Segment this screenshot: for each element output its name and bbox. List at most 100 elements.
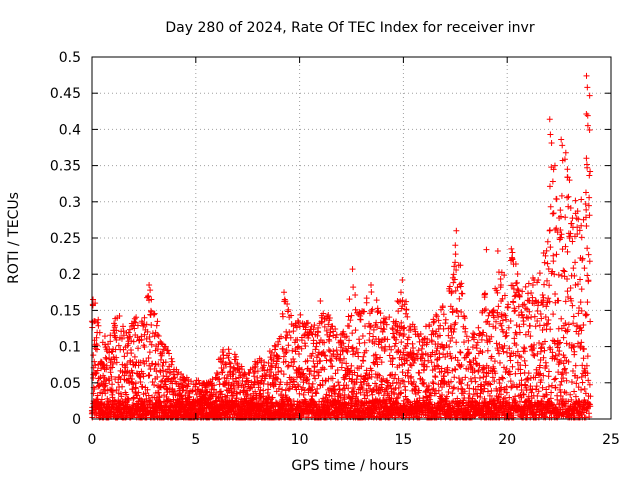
- data-point: [275, 341, 282, 348]
- data-point: [146, 349, 153, 356]
- y-tick-label: 0.45: [50, 86, 81, 102]
- data-point: [140, 322, 147, 329]
- y-tick-label: 0.3: [59, 195, 81, 211]
- data-point: [275, 364, 282, 371]
- data-point: [268, 369, 275, 376]
- data-point: [113, 337, 120, 344]
- data-point: [93, 370, 100, 377]
- data-point: [231, 365, 238, 372]
- data-point: [295, 383, 302, 390]
- data-point: [300, 370, 307, 377]
- data-point: [108, 373, 115, 380]
- data-point: [300, 391, 307, 398]
- data-point: [131, 318, 138, 325]
- data-point: [220, 346, 227, 353]
- data-point: [283, 347, 290, 354]
- data-point: [288, 359, 295, 366]
- data-point: [155, 389, 162, 396]
- data-point: [258, 377, 265, 384]
- data-point: [93, 334, 100, 341]
- data-point: [100, 361, 107, 368]
- data-point: [242, 371, 249, 378]
- data-point: [285, 362, 292, 369]
- data-point: [233, 353, 240, 360]
- data-point: [150, 311, 157, 318]
- data-point: [94, 319, 101, 326]
- data-point: [102, 376, 109, 383]
- data-point: [282, 393, 289, 400]
- data-point: [307, 387, 314, 394]
- data-point: [144, 386, 151, 393]
- data-point: [164, 366, 171, 373]
- data-point: [115, 342, 122, 349]
- data-point: [145, 392, 152, 399]
- data-point: [127, 333, 134, 340]
- data-point: [122, 364, 129, 371]
- data-point: [269, 394, 276, 401]
- data-point: [275, 385, 282, 392]
- data-point: [141, 331, 148, 338]
- data-point: [103, 366, 110, 373]
- y-tick-label: 0.25: [50, 231, 81, 247]
- data-point: [261, 367, 268, 374]
- y-axis-label: ROTI / TECUs: [6, 192, 22, 284]
- data-point: [155, 333, 162, 340]
- data-point: [156, 394, 163, 401]
- data-point: [148, 308, 155, 315]
- data-point: [297, 311, 304, 318]
- data-point: [95, 383, 102, 390]
- data-point: [132, 385, 139, 392]
- data-point: [131, 315, 138, 322]
- data-point: [131, 353, 138, 360]
- data-point: [291, 358, 298, 365]
- data-point: [153, 395, 160, 402]
- data-point: [280, 371, 287, 378]
- data-point: [288, 312, 295, 319]
- data-point: [96, 375, 103, 382]
- y-tick-label: 0.1: [59, 340, 81, 356]
- data-point: [186, 393, 193, 400]
- x-tick-label: 5: [191, 432, 200, 448]
- data-point: [146, 372, 153, 379]
- data-point: [127, 372, 134, 379]
- data-point: [148, 341, 155, 348]
- data-point: [113, 354, 120, 361]
- data-point: [199, 408, 206, 415]
- y-tick-label: 0.4: [59, 122, 81, 138]
- data-point: [113, 359, 120, 366]
- data-point: [118, 393, 125, 400]
- data-point: [244, 391, 251, 398]
- data-point: [160, 367, 167, 374]
- data-point: [147, 397, 154, 404]
- data-point: [275, 355, 282, 362]
- data-point: [308, 353, 315, 360]
- data-point: [102, 354, 109, 361]
- data-point: [310, 358, 317, 365]
- data-point: [151, 310, 158, 317]
- data-point: [294, 344, 301, 351]
- data-point: [295, 351, 302, 358]
- data-point: [219, 368, 226, 375]
- data-point: [188, 378, 195, 385]
- data-point: [164, 347, 171, 354]
- data-point: [278, 368, 285, 375]
- data-point: [310, 398, 317, 405]
- data-point: [118, 335, 125, 342]
- data-point: [96, 329, 103, 336]
- data-point: [272, 343, 279, 350]
- data-point: [106, 355, 113, 362]
- data-point: [120, 323, 127, 330]
- data-point: [117, 375, 124, 382]
- data-point: [274, 376, 281, 383]
- data-point: [149, 378, 156, 385]
- data-point: [109, 364, 116, 371]
- data-point: [159, 349, 166, 356]
- data-point: [308, 330, 315, 337]
- data-point: [265, 360, 272, 367]
- data-point: [230, 370, 237, 377]
- data-point: [144, 328, 151, 335]
- data-point: [280, 346, 287, 353]
- data-point: [133, 314, 140, 321]
- data-point: [135, 345, 142, 352]
- x-tick-label: 10: [291, 432, 309, 448]
